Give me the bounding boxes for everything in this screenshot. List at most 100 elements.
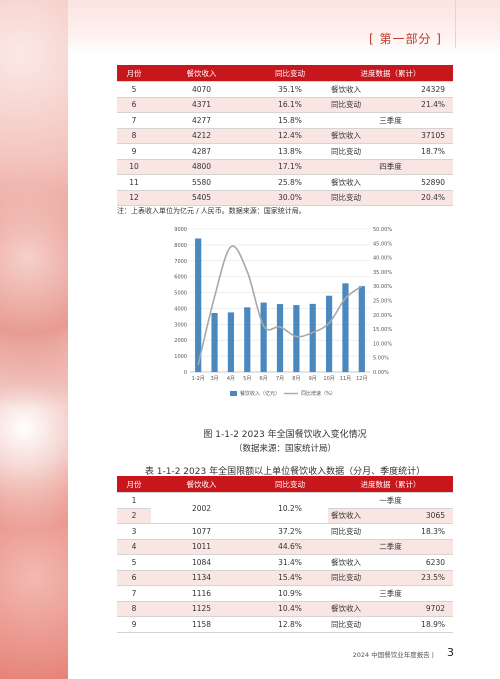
x-tick-label: 8月 — [292, 376, 300, 382]
cell-cum-label: 餐饮收入 — [328, 174, 392, 191]
table-row: 4 1011 44.6% 二季度 — [117, 539, 453, 555]
table-row: 5 4070 35.1% 餐饮收入 24329 — [117, 81, 453, 98]
cell-month: 7 — [117, 112, 151, 129]
bar-revenue — [276, 304, 284, 372]
table-row: 6 1134 15.4% 同比变动 23.5% — [117, 570, 453, 586]
col-header-revenue: 餐饮收入 — [151, 65, 252, 82]
cell-yoy: 15.4% — [252, 570, 328, 586]
cell-revenue: 2002 — [151, 492, 252, 524]
table-row: 3 1077 37.2% 同比变动 18.3% — [117, 523, 453, 540]
cell-month: 10 — [117, 159, 151, 175]
cell-month: 8 — [117, 601, 151, 617]
cell-yoy: 25.8% — [252, 174, 328, 191]
legend-swatch-revenue — [230, 391, 237, 396]
x-tick-label: 4月 — [227, 376, 235, 382]
cell-month: 1 — [117, 492, 151, 509]
bar-revenue — [325, 295, 333, 372]
cell-yoy: 37.2% — [252, 523, 328, 540]
cell-revenue: 4800 — [151, 159, 252, 175]
header-divider — [455, 0, 456, 48]
cell-month: 6 — [117, 570, 151, 586]
cell-revenue: 1134 — [151, 570, 252, 586]
right-tick-label: 35.00% — [373, 270, 392, 276]
cell-cum-value: 52890 — [391, 174, 453, 191]
x-tick-label: 7月 — [276, 376, 284, 382]
right-tick-label: 15.00% — [373, 327, 392, 333]
cell-month: 2 — [117, 508, 151, 524]
table-row: 10 4800 17.1% 四季度 — [117, 159, 453, 175]
cell-revenue: 1158 — [151, 616, 252, 633]
col-header-cumulative: 进度数据（累计） — [328, 476, 453, 493]
cell-month: 5 — [117, 554, 151, 571]
legend-label-revenue: 餐饮收入（亿元） — [240, 390, 280, 397]
monthly-revenue-table-2: 月份 餐饮收入 同比变动 进度数据（累计） 1 2002 10.2% 一季度 2… — [117, 476, 453, 633]
decorative-photo-strip — [0, 0, 68, 679]
x-tick-label: 5月 — [243, 376, 251, 382]
cell-month: 9 — [117, 616, 151, 633]
right-tick-label: 45.00% — [373, 241, 392, 247]
cell-quarter-label: 四季度 — [328, 159, 453, 175]
left-tick-label: 9000 — [174, 227, 187, 233]
figure-source: （数据来源：国家统计局） — [233, 444, 336, 454]
cell-cum-value: 3065 — [391, 508, 453, 524]
chart-line — [197, 245, 363, 366]
x-tick-label: 10月 — [323, 376, 334, 382]
cell-month: 8 — [117, 128, 151, 144]
cell-quarter-label: 二季度 — [328, 539, 453, 555]
table-row: 11 5580 25.8% 餐饮收入 52890 — [117, 174, 453, 191]
left-tick-label: 5000 — [174, 291, 187, 297]
cell-yoy: 35.1% — [252, 81, 328, 98]
col-header-yoy: 同比变动 — [252, 65, 328, 82]
cell-revenue: 4287 — [151, 143, 252, 160]
cell-yoy: 13.8% — [252, 143, 328, 160]
cell-month: 7 — [117, 585, 151, 602]
cell-revenue: 1011 — [151, 539, 252, 555]
cell-revenue: 5405 — [151, 190, 252, 206]
cell-yoy: 31.4% — [252, 554, 328, 571]
left-tick-label: 6000 — [174, 275, 187, 281]
table-row: 12 5405 30.0% 同比变动 20.4% — [117, 190, 453, 206]
cell-cum-value: 21.4% — [391, 97, 453, 113]
table-row: 8 4212 12.4% 餐饮收入 37105 — [117, 128, 453, 144]
cell-cum-value: 18.7% — [391, 143, 453, 160]
bar-revenue — [244, 307, 251, 372]
cell-revenue: 1116 — [151, 585, 252, 602]
cell-cum-value: 24329 — [391, 81, 453, 98]
cell-yoy: 44.6% — [252, 539, 328, 555]
cell-cum-value: 6230 — [391, 554, 453, 571]
legend-label-yoy: 同比增速（%） — [301, 390, 336, 397]
cell-yoy: 10.4% — [252, 601, 328, 617]
cell-quarter-label: 三季度 — [328, 585, 453, 602]
cell-month: 4 — [117, 539, 151, 555]
cell-yoy: 30.0% — [252, 190, 328, 206]
cell-cum-label: 同比变动 — [328, 616, 392, 633]
revenue-combo-chart: 0 1000 2000 3000 4000 5000 6000 7000 8000 9000 0.0… — [174, 227, 392, 397]
cell-cum-value: 18.3% — [391, 523, 453, 540]
right-tick-label: 40.00% — [373, 256, 392, 262]
left-tick-label: 2000 — [174, 338, 187, 344]
table-row: 9 1158 12.8% 同比变动 18.9% — [117, 616, 453, 633]
table-note: 注：上表收入单位为亿元 / 人民币。数据来源：国家统计局。 — [117, 207, 306, 215]
cell-month: 12 — [117, 190, 151, 206]
cell-quarter-label: 三季度 — [328, 112, 453, 129]
col-header-yoy: 同比变动 — [252, 476, 328, 493]
cell-cum-value: 20.4% — [391, 190, 453, 206]
x-tick-label: 9月 — [309, 376, 317, 382]
cell-cum-label: 餐饮收入 — [328, 601, 392, 617]
cell-cum-label: 同比变动 — [328, 97, 392, 113]
cell-revenue: 1084 — [151, 554, 252, 571]
left-tick-label: 4000 — [174, 306, 187, 312]
cell-revenue: 1077 — [151, 523, 252, 540]
cell-month: 9 — [117, 143, 151, 160]
table-2-title: 表 1-1-2 2023 年全国限额以上单位餐饮收入数据（分月、季度统计） — [144, 467, 426, 477]
page-number: 3 — [447, 646, 454, 659]
cell-cum-label: 餐饮收入 — [328, 508, 392, 524]
right-tick-label: 30.00% — [373, 284, 392, 290]
section-tag: [ 第一部分 ] — [369, 32, 442, 46]
bar-revenue — [309, 303, 316, 372]
right-tick-label: 20.00% — [373, 313, 392, 319]
line-yoy-growth — [197, 245, 363, 366]
left-tick-label: 8000 — [174, 243, 187, 249]
left-tick-label: 3000 — [174, 322, 187, 328]
table-row: 5 1084 31.4% 餐饮收入 6230 — [117, 554, 453, 571]
